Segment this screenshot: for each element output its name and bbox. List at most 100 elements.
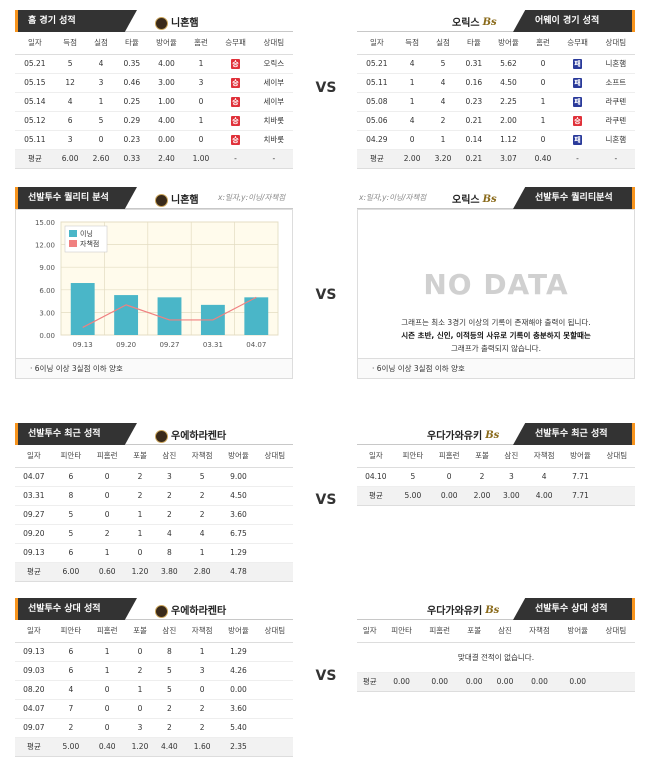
table-row: 09.03 6 1 2 5 3 4.26 — [15, 661, 293, 681]
table-cell: 3.60 — [220, 699, 257, 719]
column-header: 상대팀 — [596, 620, 635, 643]
pitcher-quality-panel: x:일자,y:이닝/자책점 오릭스 Bs 선발투수 퀄리티분석 NO DATA 그… — [357, 187, 635, 379]
table-cell: 5 — [183, 467, 221, 487]
table-cell: 0 — [89, 467, 126, 487]
table-cell: 05.06 — [357, 111, 397, 131]
table-cell: 3 — [183, 661, 221, 681]
table-cell: 0 — [183, 680, 221, 700]
pitcher-name: 우다가와유키 Bs — [427, 605, 500, 617]
axis-note: x:일자,y:이닝/자책점 — [359, 193, 427, 202]
table-cell: 9.00 — [220, 467, 257, 487]
table-cell: 09.03 — [15, 661, 53, 681]
table-cell: 승 — [216, 130, 255, 150]
table-cell: 1 — [427, 130, 459, 150]
table-cell: 니혼햄 — [596, 54, 635, 74]
panel-header: 우다가와유키 Bs 선발투수 상대 성적 — [357, 598, 635, 620]
table-cell: 4.00 — [147, 54, 186, 74]
pitcher-vs-panel: 선발투수 상대 성적 우에하라켄타 일자 피안타 피홈런 포볼 삼진 자책점 방어율 상대팀 0… — [15, 598, 293, 757]
table-cell: 09.07 — [15, 718, 53, 738]
table-cell: 05.11 — [357, 73, 397, 93]
pitcher-table: 일자 피안타 피홈런 포볼 삼진 자책점 방어율 상대팀 맞대결 전적이 없습니다. 평균 0.00… — [357, 620, 635, 692]
result-badge: 승 — [573, 115, 583, 126]
average-cell: 1.20 — [125, 737, 155, 757]
average-cell: 4.40 — [154, 737, 184, 757]
table-cell: 오릭스 — [254, 54, 293, 74]
table-cell: 4 — [396, 54, 428, 74]
table-cell: 0.31 — [458, 54, 490, 74]
nodata-text: 그래프는 최소 3경기 이상의 기록이 존재해야 출력이 됩니다. 시즌 초반,… — [401, 318, 591, 353]
column-header: 방어율 — [147, 32, 186, 55]
table-cell: 0.00 — [147, 130, 186, 150]
table-cell: 치바롯 — [254, 111, 293, 131]
column-header: 일자 — [15, 620, 53, 643]
table-header: 일자 피안타 피홈런 포볼 삼진 자책점 방어율 상대팀 — [15, 445, 293, 468]
column-header: 일자 — [15, 32, 55, 55]
table-cell: 4 — [427, 73, 459, 93]
average-cell: 평균 — [357, 149, 397, 169]
table-cell: 05.14 — [15, 92, 55, 112]
table-cell: 라쿠텐 — [596, 92, 635, 112]
table-cell: 5 — [394, 467, 432, 487]
team-name: 오릭스 Bs — [452, 194, 497, 206]
pitcher-table: 일자 피안타 피홈런 포볼 삼진 자책점 방어율 상대팀 04.10 5 0 2 3 4 7.71 평균 5.0… — [357, 445, 635, 506]
table-row: 05.21 5 4 0.35 4.00 1 승 오릭스 — [15, 54, 293, 74]
table-cell: 0.21 — [458, 111, 490, 131]
table-cell: 5 — [54, 54, 86, 74]
table-cell: 2 — [467, 467, 497, 487]
nodata-title: NO DATA — [423, 268, 569, 301]
tab-title: 선발투수 최근 성적 — [15, 423, 137, 445]
team-name: 오릭스 Bs — [452, 17, 497, 29]
column-header: 실점 — [85, 32, 117, 55]
table-cell: 1 — [185, 111, 217, 131]
table-cell: 0 — [125, 543, 155, 563]
table-cell: 3 — [54, 130, 86, 150]
table-cell: 2 — [125, 486, 155, 506]
table-cell: 2 — [125, 467, 155, 487]
table-cell: 3 — [125, 718, 155, 738]
column-header: 상대팀 — [596, 32, 635, 55]
column-header: 피안타 — [394, 445, 432, 468]
table-cell: 04.07 — [15, 699, 53, 719]
result-badge: 승 — [231, 58, 241, 69]
column-header: 삼진 — [489, 620, 521, 643]
line-series — [82, 296, 257, 328]
table-cell: 3.60 — [220, 505, 257, 525]
table-cell: 세이부 — [254, 73, 293, 93]
table-cell: 1 — [527, 92, 559, 112]
table-row: 05.12 6 5 0.29 4.00 1 승 치바롯 — [15, 111, 293, 131]
result-badge: 패 — [573, 77, 583, 88]
table-cell: 6 — [52, 467, 90, 487]
table-cell: 승 — [216, 111, 255, 131]
column-header: 삼진 — [154, 445, 184, 468]
pitcher-table: 일자 피안타 피홈런 포볼 삼진 자책점 방어율 상대팀 04.07 6 0 2 3 5 9.00 03.31… — [15, 445, 293, 582]
table-cell — [256, 524, 293, 544]
team-logo-icon: Bs — [485, 430, 500, 441]
table-cell: 2 — [183, 699, 221, 719]
result-badge: 승 — [231, 115, 241, 126]
average-row: 평균 6.00 2.60 0.33 2.40 1.00- - — [15, 149, 293, 169]
table-cell: 1 — [183, 543, 221, 563]
pitcher-recent-panel: 선발투수 최근 성적 우에하라켄타 일자 피안타 피홈런 포볼 삼진 자책점 방어율 상대팀 0… — [15, 423, 293, 582]
column-header: 일자 — [357, 620, 383, 643]
average-cell: 2.35 — [220, 737, 257, 757]
average-row: 평균 6.00 0.60 1.20 3.80 2.80 4.78 — [15, 562, 293, 582]
result-badge: 승 — [231, 77, 241, 88]
table-cell: 승 — [558, 111, 597, 131]
table-cell: 05.21 — [357, 54, 397, 74]
table-cell: 2 — [183, 505, 221, 525]
table-cell: 승 — [216, 73, 255, 93]
table-cell: 라쿠텐 — [596, 111, 635, 131]
table-row: 05.14 4 1 0.25 1.00 0 승 세이부 — [15, 92, 293, 112]
panel-header: 오릭스 Bs 어웨이 경기 성적 — [357, 10, 635, 32]
x-tick-label: 09.27 — [159, 341, 179, 349]
table-cell: 0 — [125, 642, 155, 662]
average-row: 평균 2.00 3.20 0.21 3.07 0.40- - — [357, 149, 635, 169]
average-cell: 0.00 — [458, 672, 490, 692]
table-cell: 7.71 — [562, 467, 599, 487]
legend-swatch — [69, 240, 77, 247]
table-cell: 소프트 — [596, 73, 635, 93]
column-header: 피홈런 — [420, 620, 459, 643]
table-cell: 2.00 — [489, 111, 528, 131]
empty-message: 맞대결 전적이 없습니다. — [357, 642, 635, 673]
pitcher-recent-panel: 우다가와유키 Bs 선발투수 최근 성적 일자 피안타 피홈런 포볼 삼진 자책점 방어율 상대… — [357, 423, 635, 506]
